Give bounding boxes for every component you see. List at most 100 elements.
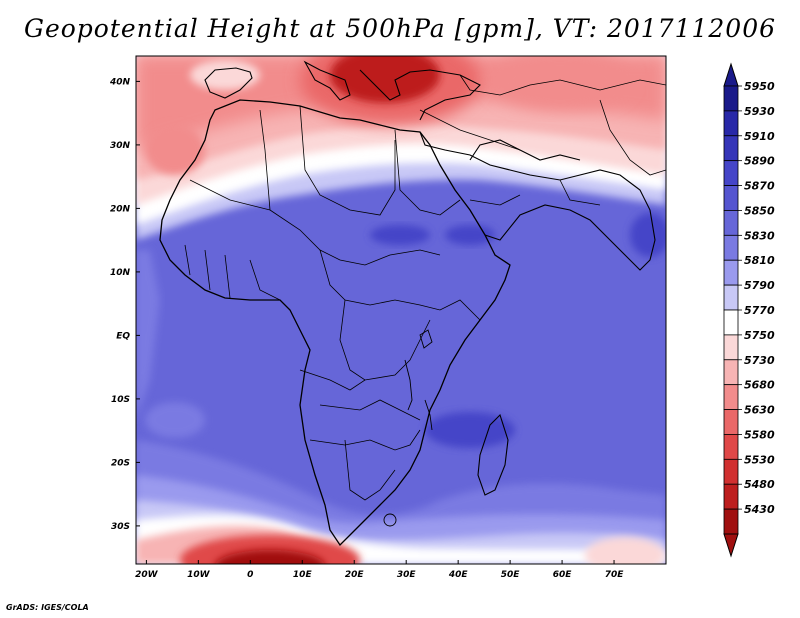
southern-red <box>180 535 360 564</box>
border-middle-east <box>419 109 601 206</box>
iberia-light <box>190 60 260 90</box>
border-central <box>319 249 481 321</box>
colorbar-swatch <box>723 284 739 311</box>
iberia-coast <box>204 67 253 99</box>
colorbar-swatch <box>723 359 739 386</box>
colorbar-top-arrow <box>723 62 739 87</box>
lat-tick-label: 40N <box>109 77 131 87</box>
longitude-axis: 20W 10W 0 10E 20E 30E 40E 50E 60E 70E <box>135 560 624 580</box>
lat-tick-label: 20S <box>111 458 130 468</box>
colorbar-label: 5850 <box>744 204 775 217</box>
lon-tick-label: 10W <box>187 570 211 580</box>
lon-tick-label: 20W <box>135 570 159 580</box>
colorbar-label: 5870 <box>744 180 775 193</box>
arabia-india-coast <box>419 131 656 271</box>
lon-tick-label: 20E <box>345 570 365 580</box>
lon-tick-label: 50E <box>501 570 521 580</box>
border-congo <box>339 299 431 381</box>
colorbar: 5950 5930 5910 5890 5870 5850 5830 5810 5790 5770… <box>723 62 775 558</box>
colorbar-swatch <box>723 160 739 186</box>
border-asia <box>459 74 666 96</box>
colorbar-label: 5750 <box>744 329 775 342</box>
colorbar-label: 5810 <box>744 254 775 267</box>
italy-coast <box>303 60 351 101</box>
colorbar-label: 5890 <box>744 155 775 168</box>
madagascar-coast <box>477 413 509 496</box>
dark-patch-india <box>630 213 666 257</box>
colorbar-label: 5930 <box>744 105 775 118</box>
lon-tick-label: 30E <box>397 570 417 580</box>
border-pakistan <box>599 99 666 176</box>
lat-tick-label: 10N <box>110 268 131 278</box>
dark-patch-ethiopia <box>445 225 495 245</box>
colorbar-swatch <box>723 259 739 286</box>
colorbar-label: 5790 <box>744 279 775 292</box>
ne-red <box>490 56 630 110</box>
colorbar-swatch <box>723 110 739 137</box>
border-southern <box>309 429 421 451</box>
colorbar-swatch <box>723 334 739 361</box>
colorbar-swatch <box>723 458 739 485</box>
colorbar-label: 5430 <box>744 503 775 516</box>
se-pink <box>585 537 665 564</box>
lakes <box>383 329 433 527</box>
light-patch-atlantic <box>145 402 205 438</box>
lesotho <box>383 513 397 527</box>
height-field <box>136 56 666 564</box>
lon-tick-label: 70E <box>605 570 625 580</box>
lake-tanganyika <box>404 359 413 411</box>
lake-malawi <box>424 399 433 431</box>
balkans-turkey-coast <box>359 69 481 121</box>
coastlines <box>159 60 656 547</box>
colorbar-swatch <box>723 185 739 211</box>
lat-tick-label: 30N <box>110 141 131 151</box>
colorbar-swatch <box>723 210 739 236</box>
border-west-africa <box>184 244 281 301</box>
border-libya <box>299 105 396 216</box>
colorbar-label: 5910 <box>744 130 775 143</box>
colorbar-swatch <box>723 309 739 336</box>
colorbar-label: 5530 <box>744 453 775 466</box>
colorbar-label: 5730 <box>744 354 775 367</box>
colorbar-swatch <box>723 409 739 435</box>
lake-victoria <box>419 329 433 349</box>
colorbar-bottom-arrow <box>723 533 739 558</box>
mediterranean-red-core <box>330 56 440 103</box>
dark-patch-mozambique <box>425 412 515 448</box>
lat-tick-label: EQ <box>116 331 130 341</box>
colorbar-label: 5680 <box>744 379 775 392</box>
colorbar-label: 5770 <box>744 304 775 317</box>
west-red-blob <box>145 125 205 175</box>
grads-credit: GrADS: IGES/COLA <box>6 603 89 612</box>
southern-red-core <box>215 550 325 564</box>
colorbar-swatch <box>723 483 739 510</box>
colorbar-swatch <box>723 85 739 112</box>
colorbar-swatch <box>723 384 739 410</box>
lat-tick-label: 20N <box>110 204 131 214</box>
chart-title: Geopotential Height at 500hPa [gpm], VT:… <box>23 14 777 43</box>
colorbar-swatch <box>723 135 739 162</box>
lon-tick-label: 10E <box>293 570 313 580</box>
border-angola-zambia <box>299 369 421 421</box>
colorbar-label: 5580 <box>744 428 775 441</box>
colorbar-label: 5480 <box>744 478 775 491</box>
lon-tick-label: 0 <box>247 570 253 580</box>
colorbar-label: 5630 <box>744 404 775 417</box>
border-algeria-west <box>189 109 271 211</box>
colorbar-swatch <box>723 434 739 460</box>
country-borders <box>184 74 666 501</box>
colorbar-swatch <box>723 508 739 535</box>
dark-patch-sahel <box>370 225 430 245</box>
lon-tick-label: 60E <box>553 570 573 580</box>
lat-tick-label: 30S <box>111 522 130 532</box>
colorbar-label: 5830 <box>744 229 775 242</box>
colorbar-label: 5950 <box>744 80 775 93</box>
plot-frame <box>135 55 667 565</box>
latitude-axis: 40N 30N 20N 10N EQ 10S 20S 30S <box>109 77 140 532</box>
border-sahel <box>269 209 441 266</box>
border-botswana-sa <box>344 439 396 501</box>
colorbar-swatch <box>723 234 739 261</box>
lat-tick-label: 10S <box>111 395 130 405</box>
west-light-patch <box>136 250 160 420</box>
